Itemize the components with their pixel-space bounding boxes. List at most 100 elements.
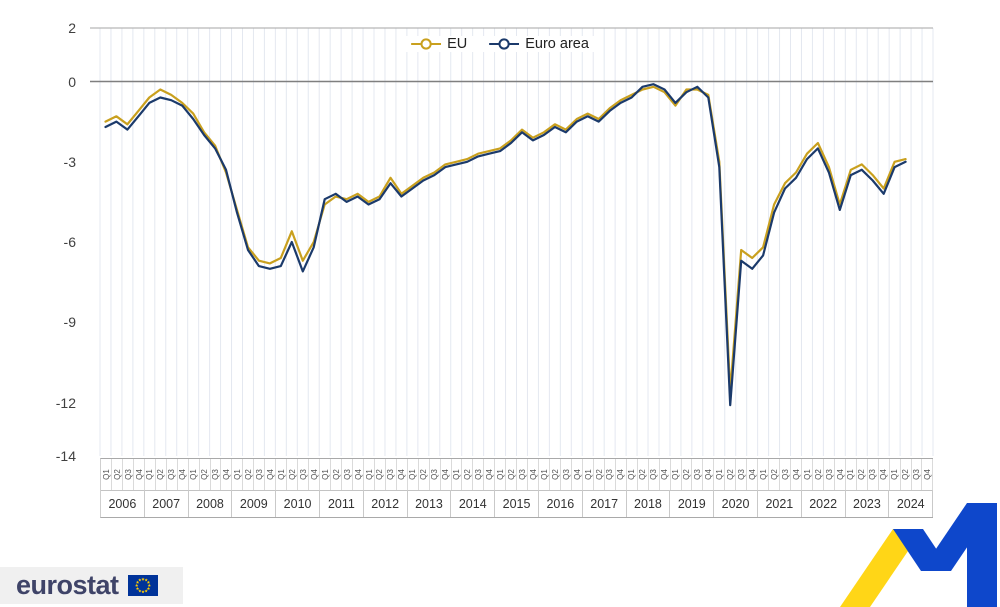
year-label-2013: 2013 bbox=[408, 490, 452, 517]
quarter-tick-2015-Q1: Q1 bbox=[495, 459, 507, 490]
quarter-tick-2024-Q2: Q2 bbox=[901, 459, 912, 490]
quarter-tick-2021-Q4: Q4 bbox=[791, 459, 802, 490]
year-label-2020: 2020 bbox=[714, 490, 758, 517]
quarter-tick-2014-Q2: Q2 bbox=[462, 459, 474, 490]
quarter-tick-2009-Q1: Q1 bbox=[232, 459, 244, 490]
quarter-tick-2012-Q2: Q2 bbox=[375, 459, 386, 490]
quarter-tick-2014-Q4: Q4 bbox=[484, 459, 496, 490]
quarter-tick-2016-Q2: Q2 bbox=[550, 459, 562, 490]
flag-star bbox=[146, 586, 150, 590]
quarter-tick-2011-Q3: Q3 bbox=[342, 459, 353, 490]
quarter-tick-2010-Q2: Q2 bbox=[287, 459, 299, 490]
quarter-tick-2015-Q4: Q4 bbox=[528, 459, 540, 490]
flag-star bbox=[144, 588, 148, 592]
y-axis-label: -3 bbox=[63, 153, 76, 170]
eu-line-marker-icon bbox=[411, 38, 442, 50]
eurostat-logo-text: eurostat bbox=[16, 570, 119, 600]
quarter-tick-2006-Q3: Q3 bbox=[123, 459, 134, 490]
quarter-tick-2020-Q1: Q1 bbox=[714, 459, 726, 490]
quarter-tick-2022-Q4: Q4 bbox=[835, 459, 846, 490]
year-label-2023: 2023 bbox=[846, 490, 890, 517]
quarter-tick-2008-Q4: Q4 bbox=[221, 459, 233, 490]
quarter-tick-2007-Q3: Q3 bbox=[167, 459, 178, 490]
legend-item-eu[interactable]: EU bbox=[411, 36, 467, 52]
quarter-tick-2007-Q2: Q2 bbox=[156, 459, 167, 490]
flag-star bbox=[144, 577, 148, 581]
quarter-tick-2007-Q4: Q4 bbox=[178, 459, 189, 490]
quarter-tick-2013-Q4: Q4 bbox=[441, 459, 452, 490]
year-label-2017: 2017 bbox=[583, 490, 627, 517]
quarter-tick-2015-Q2: Q2 bbox=[506, 459, 518, 490]
y-axis-label: -6 bbox=[63, 234, 76, 250]
flag-star bbox=[137, 577, 142, 581]
quarter-tick-2024-Q1: Q1 bbox=[890, 459, 901, 490]
flag-star bbox=[146, 580, 150, 584]
quarter-tick-2010-Q1: Q1 bbox=[276, 459, 288, 490]
quarter-tick-2010-Q4: Q4 bbox=[309, 459, 321, 490]
year-label-2015: 2015 bbox=[495, 490, 539, 517]
quarter-tick-2009-Q4: Q4 bbox=[265, 459, 277, 490]
year-label-2014: 2014 bbox=[451, 490, 496, 517]
quarter-tick-2022-Q1: Q1 bbox=[802, 459, 813, 490]
quarter-tick-2019-Q1: Q1 bbox=[671, 459, 682, 490]
quarter-tick-2007-Q1: Q1 bbox=[145, 459, 156, 490]
quarter-tick-2018-Q3: Q3 bbox=[649, 459, 660, 490]
quarter-tick-2011-Q1: Q1 bbox=[320, 459, 332, 490]
quarter-tick-2013-Q1: Q1 bbox=[408, 459, 419, 490]
quarter-tick-2017-Q2: Q2 bbox=[594, 459, 605, 490]
quarter-tick-2006-Q2: Q2 bbox=[112, 459, 123, 490]
x-axis-year-labels: 2006 2007 2008 2009 2010 2011 2012 2013 2014 2015… bbox=[100, 490, 934, 518]
quarter-tick-2017-Q1: Q1 bbox=[583, 459, 594, 490]
quarter-tick-2013-Q2: Q2 bbox=[419, 459, 430, 490]
flag-star bbox=[134, 583, 138, 587]
quarter-tick-2012-Q4: Q4 bbox=[397, 459, 408, 490]
legend-label-eu: EU bbox=[447, 36, 468, 52]
quarter-tick-2016-Q4: Q4 bbox=[572, 459, 583, 490]
flag-star bbox=[135, 580, 139, 584]
quarter-tick-2017-Q3: Q3 bbox=[605, 459, 616, 490]
quarter-tick-2024-Q4: Q4 bbox=[922, 459, 934, 490]
quarter-tick-2020-Q3: Q3 bbox=[736, 459, 748, 490]
quarter-tick-2016-Q3: Q3 bbox=[561, 459, 572, 490]
quarter-tick-2018-Q2: Q2 bbox=[638, 459, 649, 490]
year-label-2016: 2016 bbox=[539, 490, 583, 517]
year-label-2006: 2006 bbox=[101, 490, 145, 517]
quarter-tick-2021-Q3: Q3 bbox=[780, 459, 792, 490]
eurostat-logo: eurostat bbox=[16, 570, 158, 600]
quarter-tick-2020-Q2: Q2 bbox=[725, 459, 737, 490]
legend: EU Euro area bbox=[405, 36, 595, 52]
y-axis-label: -12 bbox=[55, 394, 76, 411]
year-label-2018: 2018 bbox=[627, 490, 671, 517]
year-label-2011: 2011 bbox=[320, 490, 364, 517]
quarter-tick-2019-Q3: Q3 bbox=[692, 459, 704, 490]
legend-label-euro-area: Euro area bbox=[525, 36, 589, 52]
quarter-tick-2009-Q3: Q3 bbox=[254, 459, 266, 490]
quarter-tick-2021-Q2: Q2 bbox=[769, 459, 781, 490]
quarter-tick-2017-Q4: Q4 bbox=[616, 459, 627, 490]
quarter-tick-2023-Q4: Q4 bbox=[879, 459, 890, 490]
flag-star bbox=[135, 586, 139, 590]
quarter-tick-2014-Q3: Q3 bbox=[473, 459, 485, 490]
year-label-2022: 2022 bbox=[802, 490, 846, 517]
quarter-tick-2022-Q3: Q3 bbox=[824, 459, 835, 490]
eurostat-ribbon-icon bbox=[840, 503, 997, 607]
ribbon-yellow-band bbox=[840, 529, 923, 607]
euro-area-line-marker-icon bbox=[489, 38, 520, 50]
year-label-2019: 2019 bbox=[670, 490, 715, 517]
flag-star bbox=[137, 588, 142, 592]
eu-flag-icon bbox=[127, 574, 158, 596]
legend-item-euro-area[interactable]: Euro area bbox=[489, 36, 589, 52]
quarter-tick-2013-Q3: Q3 bbox=[430, 459, 441, 490]
flag-star bbox=[140, 589, 145, 593]
ribbon-blue-right-column bbox=[967, 503, 997, 607]
y-axis-label: -9 bbox=[63, 314, 76, 331]
flag-star bbox=[140, 577, 145, 581]
year-label-2012: 2012 bbox=[364, 490, 408, 517]
quarter-tick-2006-Q4: Q4 bbox=[134, 459, 145, 490]
quarter-tick-2014-Q1: Q1 bbox=[452, 459, 463, 490]
flag-star bbox=[147, 583, 151, 587]
quarter-tick-2008-Q3: Q3 bbox=[211, 459, 222, 490]
quarter-tick-2018-Q4: Q4 bbox=[660, 459, 671, 490]
